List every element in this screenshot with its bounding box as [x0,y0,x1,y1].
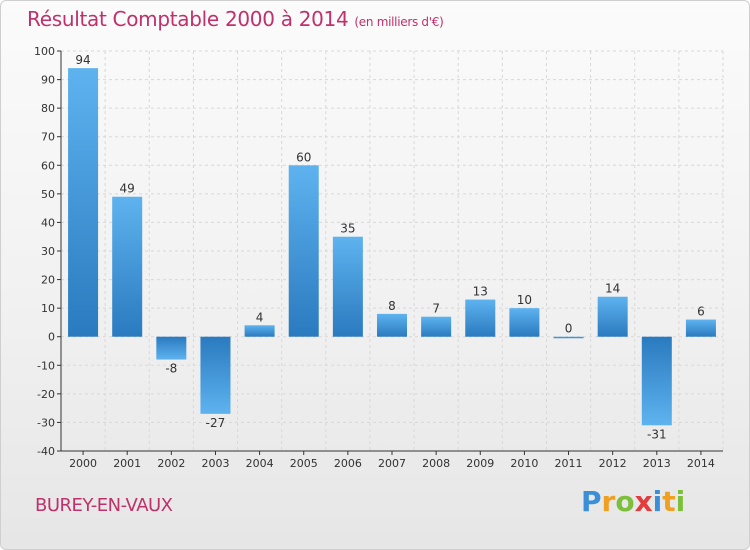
y-tick-label: 70 [41,131,55,144]
value-label-2000: 94 [75,53,90,67]
bar-2002 [156,336,187,360]
bar-2014 [685,319,716,337]
y-tick-label: 10 [41,302,55,315]
x-tick-label-2005: 2005 [290,457,318,470]
y-tick-label: 20 [41,274,55,287]
bar-2003 [200,336,231,414]
logo-letter: r [601,485,616,518]
value-label-2007: 8 [388,299,396,313]
y-tick-label: 60 [41,159,55,172]
value-label-2003: -27 [206,416,226,430]
bar-2013 [641,336,672,426]
x-tick-label-2002: 2002 [157,457,185,470]
bar-2007 [376,313,408,337]
x-tick-label-2008: 2008 [422,457,450,470]
logo-letter: o [615,485,635,518]
value-label-2004: 4 [256,310,264,324]
value-label-2009: 13 [473,285,488,299]
x-tick-label-2006: 2006 [334,457,362,470]
y-tick-label: 0 [48,331,55,344]
value-label-2002: -8 [165,362,177,376]
logo-letter: P [581,485,602,518]
bar-2006 [332,236,363,337]
value-label-2010: 10 [517,293,532,307]
x-tick-label-2013: 2013 [643,457,671,470]
commune-name: BUREY-EN-VAUX [35,495,173,516]
bar-2001 [112,196,143,337]
x-tick-label-2001: 2001 [113,457,141,470]
value-label-2005: 60 [296,150,311,164]
x-tick-label-2011: 2011 [555,457,583,470]
x-tick-label-2012: 2012 [599,457,627,470]
value-label-2008: 7 [432,302,440,316]
logo-letter: x [634,485,653,518]
bar-2009 [465,299,496,337]
value-label-2006: 35 [340,222,355,236]
chart-subtitle: (en milliers d'€) [354,15,444,29]
chart-title: Résultat Comptable 2000 à 2014 (en millie… [27,7,444,31]
bar-2008 [421,316,452,337]
value-label-2013: -31 [647,427,667,441]
bar-2012 [597,296,628,337]
x-tick-label-2014: 2014 [687,457,715,470]
y-tick-label: -20 [37,388,55,401]
x-tick-label-2000: 2000 [69,457,97,470]
y-tick-label: 40 [41,216,55,229]
y-tick-label: 90 [41,74,55,87]
y-tick-label: -10 [37,359,55,372]
logo-letter: i [675,485,686,518]
proxiti-logo: Proxiti [581,485,685,518]
y-tick-label: 100 [34,45,55,58]
y-tick-label: 30 [41,245,55,258]
x-tick-label-2003: 2003 [201,457,229,470]
bar-2004 [244,325,275,337]
y-tick-label: 50 [41,188,55,201]
value-label-2012: 14 [605,282,620,296]
logo-letter: i [652,485,663,518]
bar-2000 [68,68,99,337]
x-tick-label-2007: 2007 [378,457,406,470]
logo-letter: t [662,485,676,518]
bar-2010 [509,308,540,337]
y-tick-label: -30 [37,416,55,429]
x-tick-label-2009: 2009 [466,457,494,470]
chart-title-text: Résultat Comptable 2000 à 2014 [27,7,349,31]
y-tick-label: -40 [37,445,55,458]
value-label-2001: 49 [120,182,135,196]
value-label-2011: 0 [565,322,573,336]
x-tick-label-2004: 2004 [246,457,274,470]
bar-2011 [553,336,584,339]
x-tick-label-2010: 2010 [510,457,538,470]
value-label-2014: 6 [697,305,705,319]
y-tick-label: 80 [41,102,55,115]
bar-2005 [288,165,319,337]
